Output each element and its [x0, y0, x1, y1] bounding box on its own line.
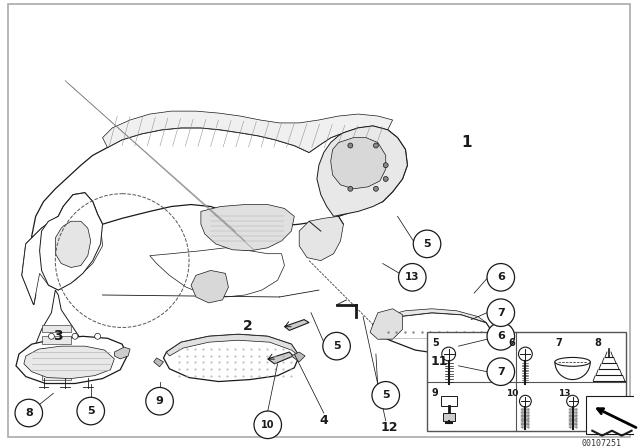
Circle shape	[95, 333, 100, 339]
Text: 1: 1	[461, 135, 472, 150]
Text: 9: 9	[156, 396, 163, 406]
Circle shape	[72, 333, 78, 339]
Polygon shape	[55, 221, 91, 267]
Circle shape	[487, 299, 515, 327]
Text: 10: 10	[506, 389, 518, 398]
Text: 7: 7	[497, 367, 505, 377]
Polygon shape	[300, 216, 344, 261]
Polygon shape	[154, 358, 163, 367]
Text: 13: 13	[405, 272, 420, 282]
Polygon shape	[24, 346, 115, 379]
Text: 13: 13	[558, 389, 570, 398]
Bar	[441, 396, 456, 406]
Text: 5: 5	[382, 390, 390, 401]
Circle shape	[49, 333, 54, 339]
Polygon shape	[291, 352, 305, 362]
Polygon shape	[40, 193, 102, 290]
Text: 2: 2	[243, 319, 253, 333]
Circle shape	[372, 382, 399, 409]
Polygon shape	[163, 334, 300, 382]
Polygon shape	[150, 248, 284, 297]
Circle shape	[487, 323, 515, 350]
Text: 11: 11	[430, 355, 447, 368]
Circle shape	[254, 411, 282, 439]
Text: 10: 10	[261, 420, 275, 430]
Polygon shape	[22, 216, 102, 305]
Polygon shape	[201, 205, 294, 251]
Polygon shape	[191, 271, 228, 303]
Polygon shape	[331, 138, 386, 189]
Text: 8: 8	[594, 338, 601, 348]
Ellipse shape	[555, 358, 590, 366]
Circle shape	[15, 399, 42, 427]
Text: 5: 5	[333, 341, 340, 351]
Text: 12: 12	[381, 421, 399, 434]
Circle shape	[348, 143, 353, 148]
Polygon shape	[373, 309, 486, 324]
Polygon shape	[22, 126, 408, 305]
Circle shape	[442, 347, 456, 361]
Bar	[427, 332, 626, 431]
Circle shape	[77, 397, 104, 425]
Circle shape	[374, 143, 378, 148]
Text: 9: 9	[432, 388, 438, 398]
Circle shape	[348, 186, 353, 191]
Text: 8: 8	[25, 408, 33, 418]
Bar	[42, 324, 71, 332]
Polygon shape	[34, 290, 83, 383]
Circle shape	[487, 263, 515, 291]
Bar	[586, 396, 640, 434]
Circle shape	[399, 263, 426, 291]
Polygon shape	[317, 126, 408, 216]
Text: 5: 5	[87, 406, 95, 416]
Text: 00107251: 00107251	[582, 439, 621, 448]
Circle shape	[566, 395, 579, 407]
Circle shape	[518, 347, 532, 361]
Polygon shape	[166, 334, 300, 356]
Text: 5: 5	[432, 338, 438, 348]
Text: 5: 5	[423, 239, 431, 249]
Circle shape	[520, 395, 531, 407]
Circle shape	[323, 332, 350, 360]
Text: 3: 3	[54, 329, 63, 343]
Bar	[42, 372, 71, 379]
Bar	[42, 348, 71, 356]
Circle shape	[146, 388, 173, 415]
Polygon shape	[115, 347, 130, 359]
Polygon shape	[102, 111, 392, 152]
Text: 6: 6	[497, 332, 505, 341]
Circle shape	[374, 186, 378, 191]
Text: 7: 7	[556, 338, 563, 348]
Text: 4: 4	[319, 414, 328, 427]
Circle shape	[487, 358, 515, 385]
Polygon shape	[16, 336, 127, 383]
Text: 6: 6	[497, 272, 505, 282]
Text: 6: 6	[509, 338, 515, 348]
Bar	[42, 336, 71, 344]
Polygon shape	[370, 309, 403, 339]
Bar	[443, 413, 454, 421]
Text: 7: 7	[497, 308, 505, 318]
Wedge shape	[555, 362, 590, 379]
Polygon shape	[373, 313, 494, 354]
Polygon shape	[284, 319, 309, 331]
Bar	[42, 360, 71, 368]
Circle shape	[383, 177, 388, 181]
Polygon shape	[268, 352, 293, 364]
Circle shape	[383, 163, 388, 168]
Circle shape	[413, 230, 441, 258]
